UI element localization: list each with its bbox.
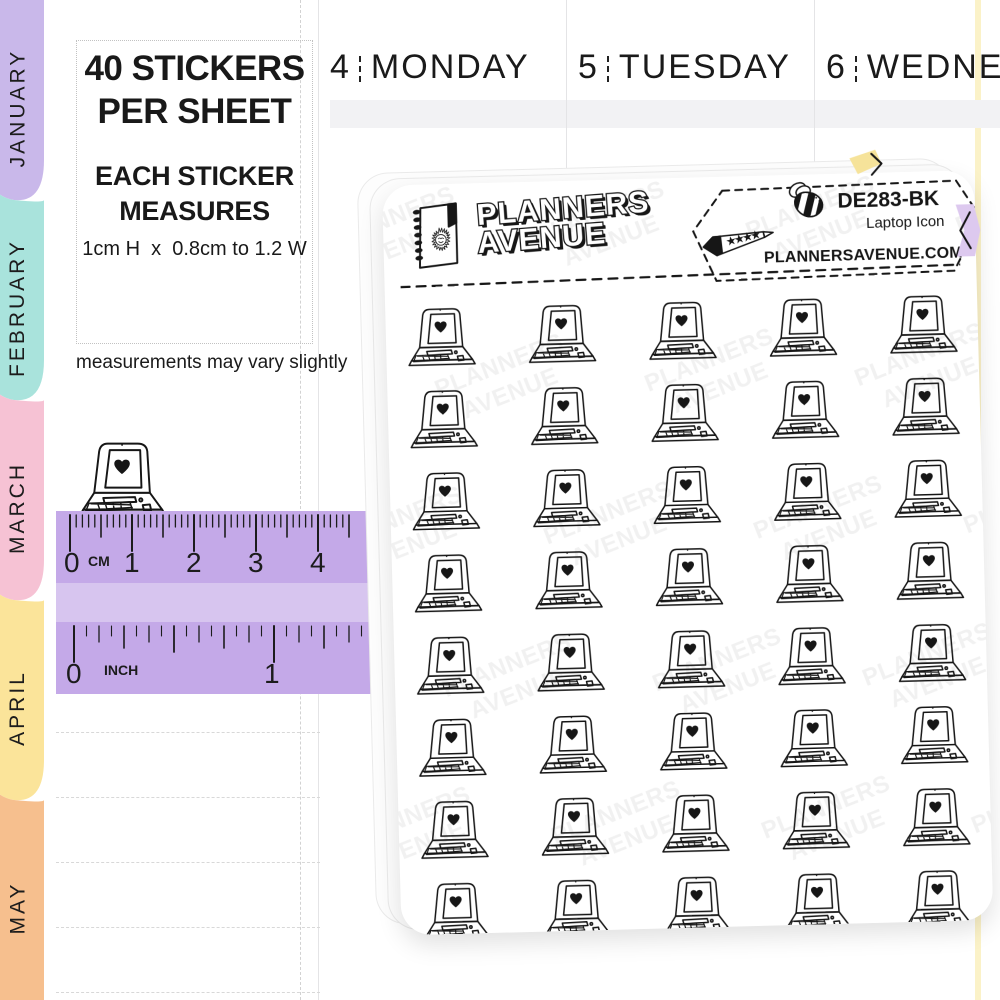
svg-text:AVENUE: AVENUE <box>987 499 994 561</box>
